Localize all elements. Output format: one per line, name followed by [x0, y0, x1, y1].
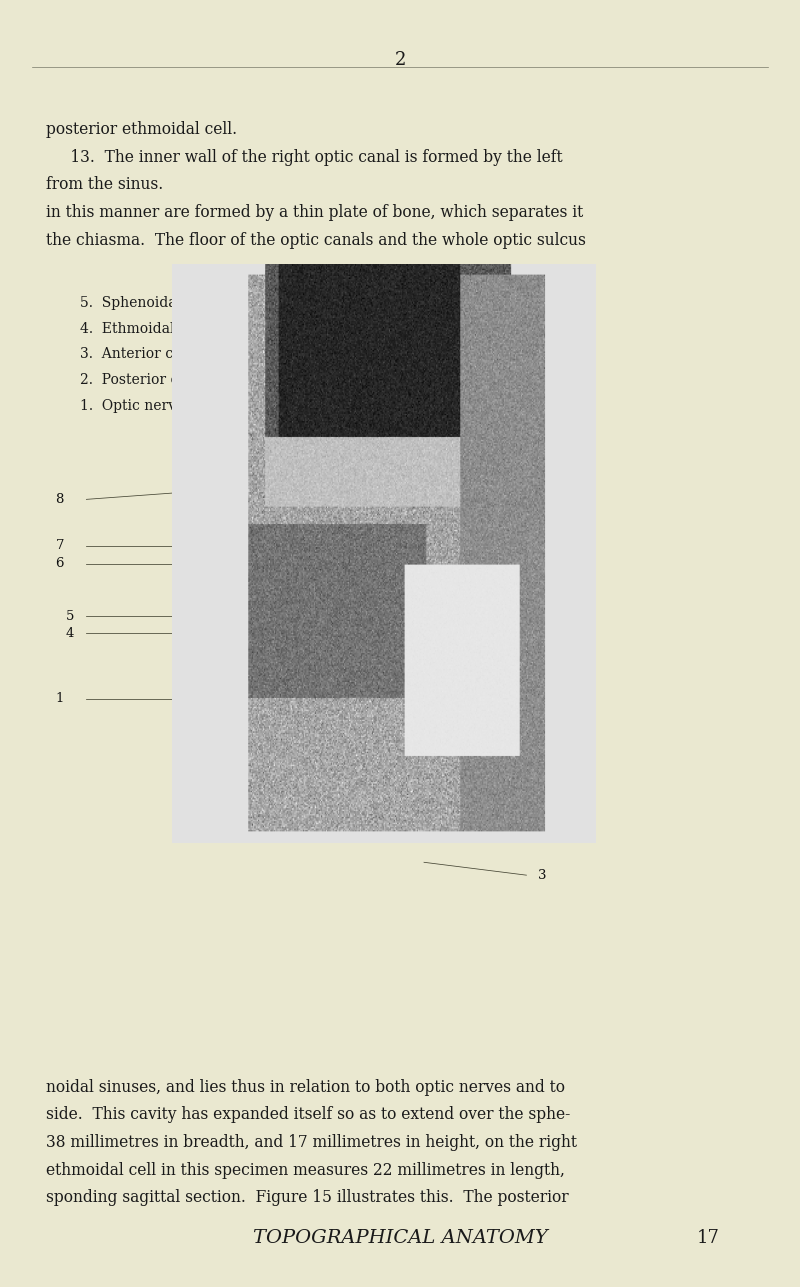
Text: 17: 17 [697, 1229, 719, 1247]
Text: 1.  Optic nerve.: 1. Optic nerve. [80, 399, 189, 413]
Text: 2: 2 [394, 51, 406, 69]
Text: 3.  Anterior cranial fossa.: 3. Anterior cranial fossa. [80, 347, 259, 362]
Text: 1: 1 [538, 692, 546, 705]
Text: 7: 7 [55, 539, 64, 552]
Text: 10.  Alveolar cyst.: 10. Alveolar cyst. [392, 296, 518, 310]
Text: 8.  Inferior turbinal.: 8. Inferior turbinal. [392, 347, 533, 362]
Text: 1: 1 [56, 692, 64, 705]
Text: 6.  Superior turbinal.: 6. Superior turbinal. [392, 399, 541, 413]
Text: in this manner are formed by a thin plate of bone, which separates it: in this manner are formed by a thin plat… [46, 203, 583, 221]
Text: 9.  Maxillary antrum.: 9. Maxillary antrum. [392, 322, 541, 336]
Text: ethmoidal cell in this specimen measures 22 millimetres in length,: ethmoidal cell in this specimen measures… [46, 1161, 565, 1179]
Text: 7.  Middle turbinal.: 7. Middle turbinal. [392, 373, 528, 387]
Text: the chiasma.  The floor of the optic canals and the whole optic sulcus: the chiasma. The floor of the optic cana… [46, 232, 586, 248]
Text: from the sinus.: from the sinus. [46, 176, 163, 193]
Text: TOPOGRAPHICAL ANATOMY: TOPOGRAPHICAL ANATOMY [253, 1229, 547, 1247]
Text: 10: 10 [545, 548, 562, 561]
Text: 6: 6 [55, 557, 64, 570]
Text: 5: 5 [66, 610, 74, 623]
Text: 5.  Sphenoidal sinus.: 5. Sphenoidal sinus. [80, 296, 226, 310]
Text: 38 millimetres in breadth, and 17 millimetres in height, on the right: 38 millimetres in breadth, and 17 millim… [46, 1134, 577, 1151]
Text: 9: 9 [538, 601, 547, 614]
Text: 4: 4 [66, 627, 74, 640]
Text: 3: 3 [538, 869, 547, 882]
Text: 2: 2 [538, 641, 546, 654]
Text: 2.  Posterior ethmoidal cell.: 2. Posterior ethmoidal cell. [80, 373, 275, 387]
Text: 8: 8 [56, 493, 64, 506]
Text: noidal sinuses, and lies thus in relation to both optic nerves and to: noidal sinuses, and lies thus in relatio… [46, 1079, 565, 1095]
Text: side.  This cavity has expanded itself so as to extend over the sphe-: side. This cavity has expanded itself so… [46, 1106, 570, 1124]
Text: 13.  The inner wall of the right optic canal is formed by the left: 13. The inner wall of the right optic ca… [46, 149, 562, 166]
Text: posterior ethmoidal cell.: posterior ethmoidal cell. [46, 121, 237, 138]
Text: 4.  Ethmoidal cell.: 4. Ethmoidal cell. [80, 322, 208, 336]
Text: sponding sagittal section.  Figure 15 illustrates this.  The posterior: sponding sagittal section. Figure 15 ill… [46, 1189, 568, 1206]
Text: Fig. 14.—Natural Size.: Fig. 14.—Natural Size. [268, 431, 428, 445]
